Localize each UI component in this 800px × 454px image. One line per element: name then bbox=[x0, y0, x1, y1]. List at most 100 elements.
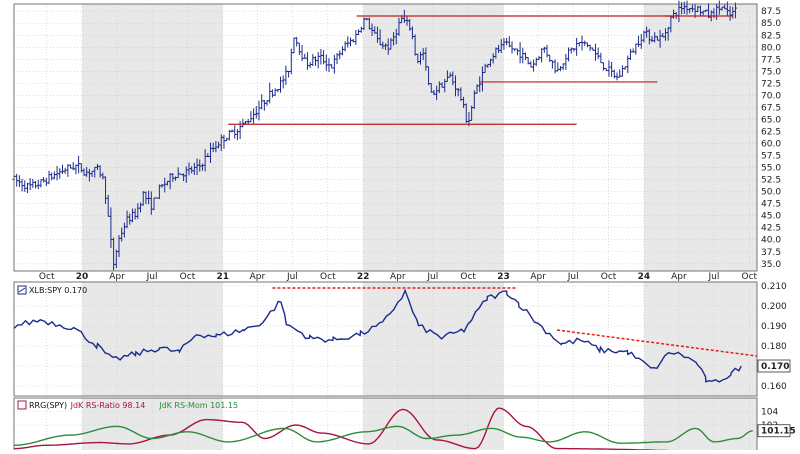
rrg-legend: RRG(SPY) JdK RS-Ratio 98.14 JdK RS-Mom 101… bbox=[17, 400, 238, 410]
price-bar bbox=[74, 164, 78, 175]
price-bar bbox=[577, 42, 581, 47]
year-label: 23 bbox=[497, 272, 510, 282]
price-bar bbox=[607, 60, 611, 77]
price-bar bbox=[311, 54, 315, 66]
rrg-legend-item-3: JdK RS-Mom 101.15 bbox=[158, 401, 238, 410]
price-bar bbox=[270, 89, 275, 98]
month-label: Oct bbox=[460, 272, 476, 282]
price-bar bbox=[233, 125, 237, 139]
price-tick-label: 60.0 bbox=[761, 140, 781, 150]
price-bar bbox=[303, 53, 307, 59]
rs-momentum-line bbox=[13, 425, 753, 446]
price-bar bbox=[585, 42, 590, 48]
price-bar bbox=[636, 35, 641, 47]
price-tick-label: 62.5 bbox=[761, 127, 781, 137]
year-label: 24 bbox=[638, 272, 651, 282]
month-label: Apr bbox=[250, 272, 266, 282]
price-tick-label: 40.0 bbox=[761, 236, 781, 246]
price-bar bbox=[52, 171, 56, 180]
price-bar bbox=[316, 51, 320, 69]
price-bar bbox=[354, 29, 358, 45]
price-bar bbox=[505, 37, 509, 46]
month-label: Oct bbox=[180, 272, 196, 282]
ratio-tick-label: 0.200 bbox=[761, 302, 787, 312]
month-label: Oct bbox=[742, 272, 758, 282]
price-bar bbox=[262, 99, 266, 111]
month-label: Jul bbox=[707, 272, 719, 282]
price-bar bbox=[556, 62, 560, 72]
price-bar bbox=[77, 155, 81, 174]
price-bar bbox=[249, 111, 253, 123]
price-tick-label: 70.0 bbox=[761, 91, 781, 101]
price-bar bbox=[268, 82, 272, 104]
price-bar bbox=[278, 76, 283, 93]
price-bar bbox=[33, 181, 38, 189]
month-label: Jul bbox=[426, 272, 438, 282]
ratio-legend-text: XLB:SPY 0.170 bbox=[29, 286, 87, 295]
price-bar bbox=[44, 177, 48, 187]
price-bar bbox=[518, 42, 522, 64]
price-bar bbox=[515, 48, 520, 56]
price-bar bbox=[308, 62, 312, 68]
rrg-tick-label: 104 bbox=[761, 408, 778, 418]
price-bar bbox=[15, 173, 19, 187]
month-label: Apr bbox=[530, 272, 546, 282]
price-bar bbox=[319, 49, 323, 65]
ratio-legend: XLB:SPY 0.170 bbox=[17, 285, 87, 295]
price-bar bbox=[63, 167, 67, 174]
price-bar bbox=[66, 164, 70, 177]
price-bar bbox=[596, 47, 600, 59]
price-bar bbox=[733, 2, 738, 19]
price-bar bbox=[295, 37, 299, 47]
price-bar bbox=[273, 88, 277, 97]
month-label: Jul bbox=[146, 272, 158, 282]
month-label: Oct bbox=[320, 272, 336, 282]
year-band-2020-panel-2 bbox=[82, 282, 223, 396]
year-label: 21 bbox=[217, 272, 230, 282]
year-band-2024-panel-1 bbox=[643, 4, 757, 271]
price-bar bbox=[639, 33, 643, 49]
ratio-current-value-text: 0.170 bbox=[761, 362, 789, 372]
price-bar bbox=[529, 61, 533, 68]
price-tick-label: 37.5 bbox=[761, 248, 781, 258]
year-band-2022-panel-3 bbox=[363, 398, 504, 452]
ratio-tick-label: 0.190 bbox=[761, 322, 787, 332]
price-tick-label: 85.0 bbox=[761, 19, 781, 29]
rrg-legend-item-2: JdK RS-Ratio 98.14 bbox=[70, 401, 146, 410]
price-bar bbox=[55, 165, 59, 181]
price-bar bbox=[359, 26, 363, 33]
price-bar bbox=[50, 172, 54, 181]
price-bar bbox=[292, 37, 296, 54]
price-bar bbox=[346, 36, 350, 48]
month-label: Apr bbox=[109, 272, 125, 282]
rrg-current-value-box bbox=[757, 424, 791, 438]
price-bar bbox=[284, 65, 288, 85]
month-label: Apr bbox=[390, 272, 406, 282]
month-label: Apr bbox=[671, 272, 687, 282]
price-tick-label: 47.5 bbox=[761, 200, 781, 210]
rrg-legend-item-1: RRG(SPY) bbox=[29, 401, 67, 410]
price-bar bbox=[235, 129, 240, 141]
year-label: 22 bbox=[357, 272, 370, 282]
price-bar bbox=[523, 52, 528, 60]
price-bar bbox=[601, 62, 606, 71]
price-tick-label: 77.5 bbox=[761, 55, 781, 65]
price-tick-label: 67.5 bbox=[761, 103, 781, 113]
month-label: Oct bbox=[39, 272, 55, 282]
rrg-legend-swatch bbox=[17, 400, 27, 410]
ratio-tick-label: 0.210 bbox=[761, 282, 787, 292]
price-bar bbox=[628, 48, 633, 60]
price-bar bbox=[332, 54, 336, 74]
price-bar bbox=[31, 178, 35, 188]
month-label: Jul bbox=[567, 272, 579, 282]
price-bar bbox=[531, 59, 536, 72]
price-bar bbox=[47, 170, 51, 185]
price-bar bbox=[572, 47, 576, 52]
price-bar bbox=[58, 168, 62, 179]
month-label: Jul bbox=[286, 272, 298, 282]
price-bar bbox=[23, 180, 27, 192]
price-bar bbox=[17, 175, 21, 187]
price-tick-label: 45.0 bbox=[761, 212, 781, 222]
